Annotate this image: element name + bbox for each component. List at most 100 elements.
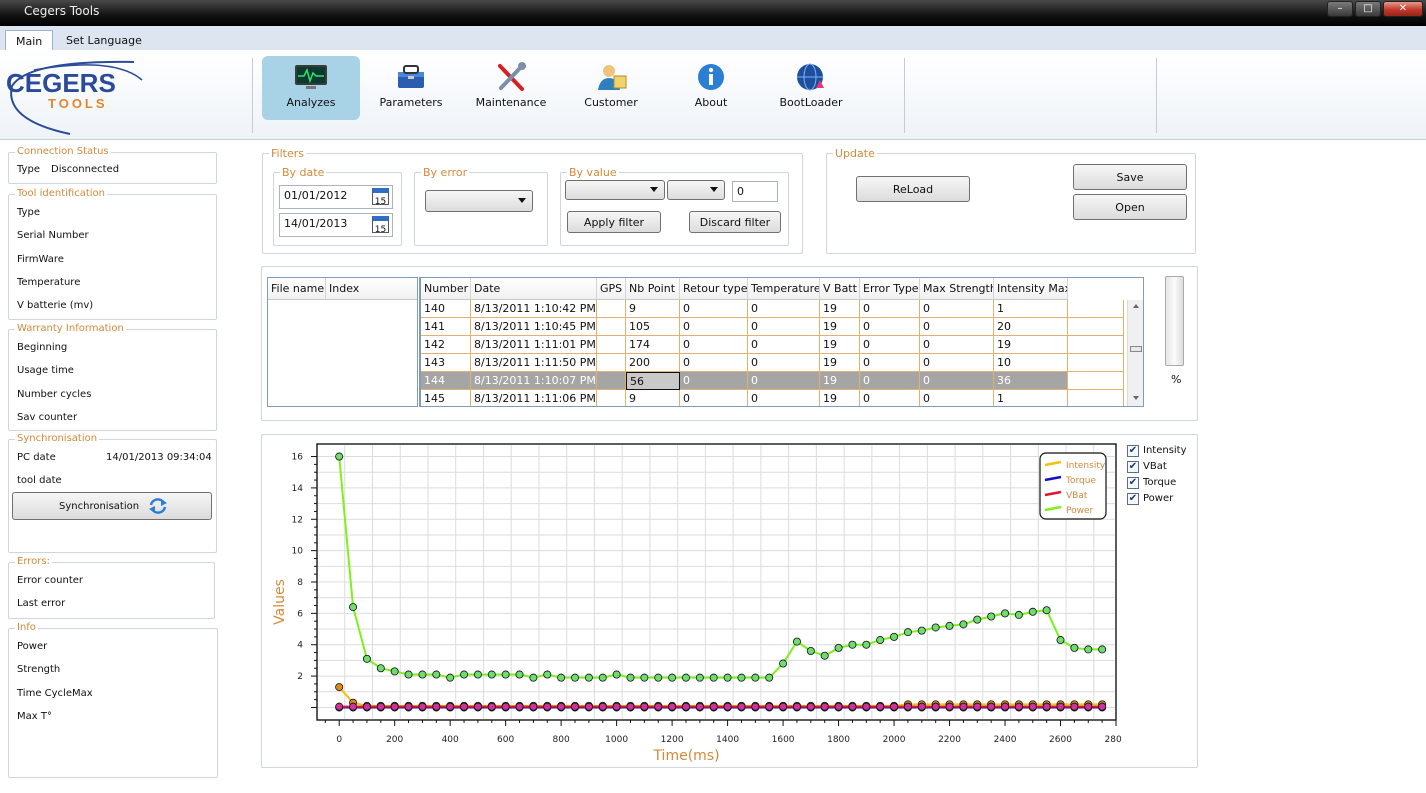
checkbox-label[interactable]: Intensity bbox=[1143, 445, 1187, 456]
chevron-down-icon bbox=[710, 187, 718, 192]
file-name-header[interactable]: File name bbox=[268, 278, 326, 300]
table-cell bbox=[597, 336, 626, 354]
data-point-vbat bbox=[765, 702, 774, 711]
table-cell: 19 bbox=[820, 318, 860, 336]
data-point-power bbox=[973, 615, 982, 624]
data-point-power bbox=[404, 670, 413, 679]
column-header[interactable]: Error Type bbox=[860, 278, 920, 300]
column-header[interactable]: Retour type bbox=[680, 278, 748, 300]
data-point-vbat bbox=[1098, 702, 1107, 711]
x-tick-label: 600 bbox=[497, 735, 514, 745]
checkbox-vbat[interactable]: ✔ bbox=[1127, 461, 1139, 473]
table-cell-filler bbox=[1068, 390, 1124, 406]
data-point-power bbox=[1042, 606, 1051, 615]
minimize-button[interactable]: – bbox=[1327, 1, 1353, 17]
close-button[interactable]: ✕ bbox=[1383, 1, 1423, 17]
scroll-thumb[interactable] bbox=[1130, 346, 1142, 352]
data-point-vbat bbox=[376, 702, 385, 711]
table-cell: 0 bbox=[748, 318, 820, 336]
table-cell: 0 bbox=[920, 300, 994, 318]
files-table[interactable]: File name Index bbox=[267, 277, 418, 407]
data-point-power bbox=[709, 673, 718, 682]
x-tick-label: 1000 bbox=[605, 735, 628, 745]
table-cell: 8/13/2011 1:10:07 PM bbox=[471, 372, 597, 390]
save-button[interactable]: Save bbox=[1073, 164, 1187, 190]
date-to-picker[interactable]: 14/01/2013 15 bbox=[279, 213, 393, 237]
table-cell: 143 bbox=[421, 354, 471, 372]
data-point-vbat bbox=[751, 702, 760, 711]
vertical-scrollbar[interactable] bbox=[1127, 300, 1143, 406]
maintenance-button[interactable]: Maintenance bbox=[462, 56, 560, 120]
data-point-power bbox=[806, 646, 815, 655]
checkbox-label[interactable]: VBat bbox=[1143, 461, 1167, 472]
apply-filter-button[interactable]: Apply filter bbox=[567, 211, 661, 233]
checkbox-intensity[interactable]: ✔ bbox=[1127, 445, 1139, 457]
column-header[interactable]: Temperature bbox=[748, 278, 820, 300]
table-cell: 0 bbox=[748, 390, 820, 406]
customer-label: Customer bbox=[584, 96, 638, 109]
data-point-vbat bbox=[557, 702, 566, 711]
data-point-power bbox=[987, 612, 996, 621]
analyzes-button[interactable]: Analyzes bbox=[262, 56, 360, 120]
parameters-button[interactable]: Parameters bbox=[362, 56, 460, 120]
tool-type-label: Type bbox=[17, 207, 40, 218]
checkbox-power[interactable]: ✔ bbox=[1127, 493, 1139, 505]
column-header[interactable]: Intensity Max bbox=[994, 278, 1068, 300]
scroll-down-icon[interactable] bbox=[1133, 396, 1139, 400]
data-point-power bbox=[1070, 643, 1079, 652]
checkbox-label[interactable]: Power bbox=[1143, 493, 1174, 504]
scroll-up-icon[interactable] bbox=[1133, 304, 1139, 308]
data-point-vbat bbox=[737, 702, 746, 711]
checkbox-label[interactable]: Torque bbox=[1143, 477, 1177, 488]
value-field-select[interactable] bbox=[565, 180, 665, 200]
column-header[interactable]: Nb Point bbox=[626, 278, 680, 300]
table-cell: 10 bbox=[994, 354, 1068, 372]
tab-set-language[interactable]: Set Language bbox=[66, 34, 142, 47]
value-input[interactable]: 0 bbox=[732, 181, 778, 202]
records-table[interactable]: Number Date GPS Nb Point Retour type Temperat… bbox=[419, 277, 1144, 407]
data-point-power bbox=[584, 673, 593, 682]
column-header[interactable]: Date bbox=[471, 278, 597, 300]
table-cell: 0 bbox=[680, 336, 748, 354]
column-header[interactable]: GPS bbox=[597, 278, 626, 300]
data-point-vbat bbox=[1084, 702, 1093, 711]
synchronisation-title: Synchronisation bbox=[15, 433, 100, 444]
table-cell-filler bbox=[1068, 372, 1124, 390]
date-from-picker[interactable]: 01/01/2012 15 bbox=[279, 185, 393, 209]
y-tick-label: 16 bbox=[292, 453, 304, 463]
column-header[interactable]: V Batt bbox=[820, 278, 860, 300]
data-point-vbat bbox=[779, 702, 788, 711]
customer-button[interactable]: Customer bbox=[562, 56, 660, 120]
table-cell: 0 bbox=[920, 390, 994, 406]
table-cell: 105 bbox=[626, 318, 680, 336]
column-header[interactable]: Number bbox=[421, 278, 471, 300]
date-to-value: 14/01/2013 bbox=[284, 217, 348, 230]
data-point-vbat bbox=[418, 702, 427, 711]
error-type-select[interactable] bbox=[425, 190, 533, 212]
table-cell: 1 bbox=[994, 300, 1068, 318]
synchronisation-button[interactable]: Synchronisation bbox=[12, 492, 212, 520]
bootloader-button[interactable]: BootLoader bbox=[762, 56, 860, 120]
reload-button[interactable]: ReLoad bbox=[856, 176, 970, 202]
open-button[interactable]: Open bbox=[1073, 194, 1187, 220]
about-button[interactable]: About bbox=[662, 56, 760, 120]
data-point-power bbox=[1098, 645, 1107, 654]
calendar-icon[interactable]: 15 bbox=[372, 216, 389, 235]
column-header[interactable]: Max Strength bbox=[920, 278, 994, 300]
discard-filter-button[interactable]: Discard filter bbox=[689, 211, 781, 233]
index-header[interactable]: Index bbox=[326, 278, 417, 300]
maximize-button[interactable]: □ bbox=[1355, 1, 1381, 17]
calendar-icon[interactable]: 15 bbox=[372, 188, 389, 207]
data-point-vbat bbox=[723, 702, 732, 711]
data-point-power bbox=[737, 673, 746, 682]
cegers-logo: CEGERS TOOLS bbox=[4, 58, 244, 136]
table-cell-filler bbox=[1068, 318, 1124, 336]
table-cell: 1 bbox=[994, 390, 1068, 406]
data-point-vbat bbox=[834, 702, 843, 711]
data-point-power bbox=[376, 664, 385, 673]
checkbox-torque[interactable]: ✔ bbox=[1127, 477, 1139, 489]
tab-main[interactable]: Main bbox=[5, 30, 54, 51]
value-operator-select[interactable] bbox=[667, 180, 725, 200]
table-cell: 8/13/2011 1:10:42 PM bbox=[471, 300, 597, 318]
table-cell: 0 bbox=[860, 390, 920, 406]
